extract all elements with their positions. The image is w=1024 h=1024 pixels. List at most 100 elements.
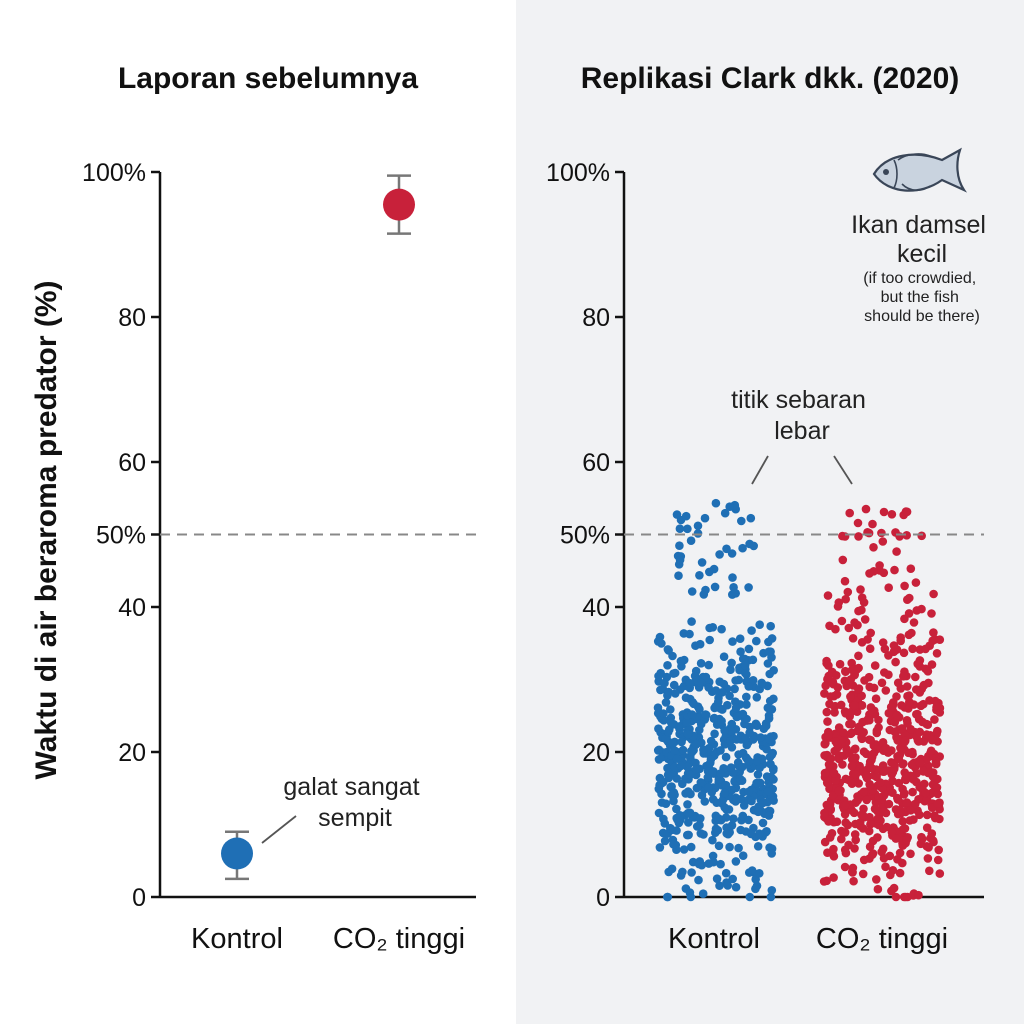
data-point <box>840 828 850 837</box>
data-point <box>693 521 703 531</box>
data-point <box>744 583 753 592</box>
data-point <box>868 850 877 859</box>
data-point <box>766 892 776 902</box>
data-point <box>748 676 758 685</box>
data-point <box>667 790 676 800</box>
data-point <box>829 873 838 882</box>
data-point <box>751 884 760 894</box>
left-tick-label: 50% <box>96 522 146 550</box>
data-point <box>921 644 930 654</box>
data-point <box>903 719 912 728</box>
data-point <box>849 876 858 886</box>
data-point <box>736 774 745 784</box>
data-point <box>727 821 737 830</box>
data-point <box>710 582 720 592</box>
data-point <box>753 842 763 851</box>
data-point <box>881 862 890 872</box>
data-point <box>711 686 721 695</box>
data-point <box>927 609 936 618</box>
data-point <box>697 790 707 800</box>
data-point <box>865 781 875 790</box>
data-point <box>744 756 754 766</box>
data-point <box>895 848 905 858</box>
data-point <box>696 778 706 787</box>
data-point <box>845 676 854 686</box>
left-category-co2: CO₂ tinggi <box>333 923 465 955</box>
data-point <box>866 820 875 829</box>
data-point <box>873 814 883 823</box>
data-point <box>712 874 722 883</box>
data-point <box>927 735 937 745</box>
data-point <box>913 659 922 669</box>
data-point <box>911 578 921 587</box>
data-point <box>859 811 868 820</box>
data-point <box>930 715 939 724</box>
data-point <box>825 799 835 809</box>
data-point <box>912 685 921 694</box>
data-point <box>890 727 899 736</box>
data-point <box>704 859 714 868</box>
data-point <box>820 739 830 749</box>
data-point <box>716 746 725 755</box>
data-point <box>683 808 693 818</box>
data-point <box>850 844 859 853</box>
data-point <box>840 800 850 810</box>
data-point <box>930 811 939 821</box>
data-point <box>877 678 887 688</box>
data-point <box>858 869 868 879</box>
data-point <box>716 769 725 778</box>
data-point <box>699 830 708 839</box>
data-point <box>847 761 857 771</box>
data-point <box>663 770 673 780</box>
data-point <box>914 737 923 746</box>
data-point <box>654 784 664 794</box>
data-point <box>653 637 663 646</box>
data-point <box>745 892 755 902</box>
data-point <box>691 740 701 749</box>
data-point <box>884 583 893 592</box>
data-point <box>729 814 738 823</box>
data-point <box>653 703 663 712</box>
data-point <box>918 834 927 844</box>
data-point <box>892 547 901 556</box>
left-tick-label: 100% <box>82 159 146 187</box>
data-point <box>844 623 854 633</box>
data-point <box>820 768 830 778</box>
data-point <box>678 867 687 877</box>
data-point <box>874 715 883 725</box>
data-point <box>903 691 912 701</box>
data-point <box>840 576 850 586</box>
data-point <box>699 590 709 599</box>
data-point <box>856 585 865 594</box>
data-point <box>894 754 904 764</box>
data-point <box>716 859 725 869</box>
data-point <box>708 835 717 845</box>
data-point <box>908 787 917 797</box>
data-point <box>693 529 703 538</box>
data-point <box>738 543 747 553</box>
data-point <box>669 840 678 849</box>
right-category-co2: CO₂ tinggi <box>816 923 948 955</box>
data-point <box>676 656 686 666</box>
data-point <box>715 881 724 890</box>
data-point <box>903 892 912 902</box>
data-point <box>767 886 777 895</box>
left-ticks: 0 20 40 50% 60 80 100% <box>82 159 160 912</box>
data-point <box>837 834 846 844</box>
data-point <box>713 825 723 835</box>
data-point <box>669 680 679 690</box>
data-point <box>874 792 883 802</box>
data-point <box>870 804 880 814</box>
right-tick-label: 100% <box>546 159 610 187</box>
data-point <box>892 710 902 720</box>
data-point <box>683 524 692 534</box>
data-point <box>909 815 918 824</box>
data-point <box>728 874 737 884</box>
data-point <box>927 660 937 669</box>
y-axis-label: Waktu di air beraroma predator (%) <box>30 281 63 780</box>
data-point <box>714 814 723 823</box>
data-point <box>741 668 750 678</box>
right-tick-label: 80 <box>582 304 610 332</box>
right-category-kontrol: Kontrol <box>668 923 760 955</box>
